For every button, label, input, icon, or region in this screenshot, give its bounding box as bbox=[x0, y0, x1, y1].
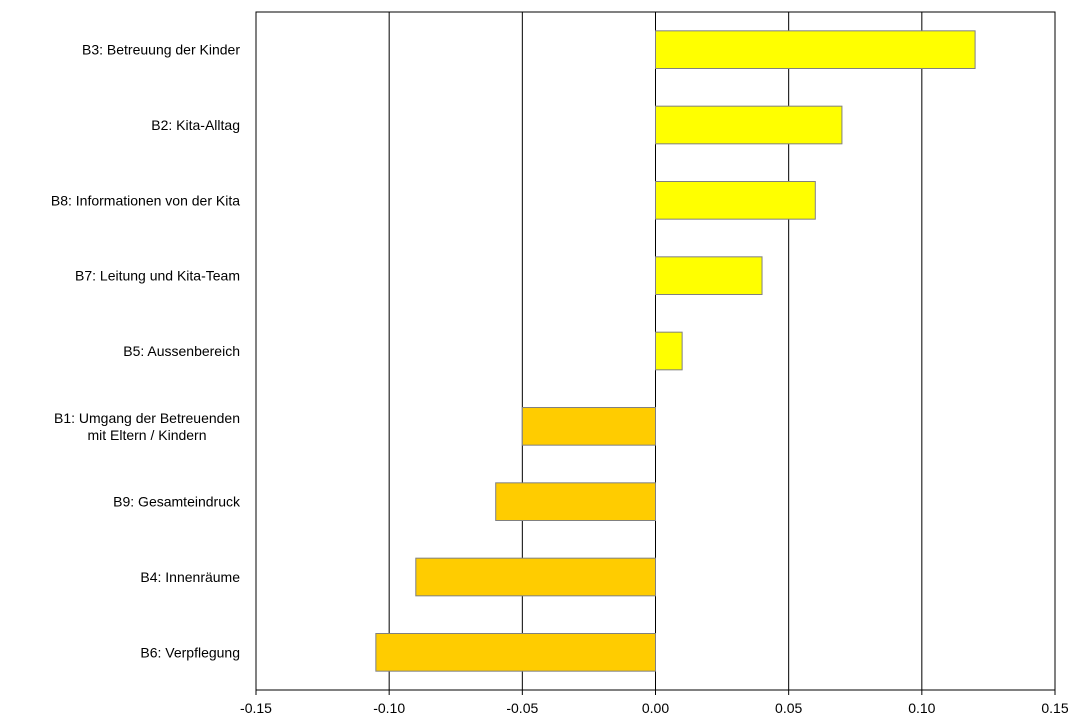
bar-b4 bbox=[415, 557, 656, 597]
bar-b5 bbox=[655, 331, 683, 371]
x-tick-label: -0.05 bbox=[506, 700, 538, 716]
x-axis-ticks: -0.15 -0.10 -0.05 0.00 0.05 0.10 0.15 bbox=[240, 690, 1069, 716]
x-tick-label: 0.15 bbox=[1041, 700, 1068, 716]
x-tick-label: 0.10 bbox=[908, 700, 935, 716]
category-label-b8: B8: Informationen von der Kita bbox=[51, 192, 240, 208]
x-tick-label: 0.00 bbox=[642, 700, 669, 716]
category-label-b2: B2: Kita-Alltag bbox=[151, 117, 240, 133]
bars bbox=[375, 30, 976, 672]
category-label-b9: B9: Gesamteindruck bbox=[113, 494, 241, 510]
bar-b9 bbox=[495, 482, 657, 522]
category-label-b7: B7: Leitung und Kita-Team bbox=[75, 268, 240, 284]
category-label-b1: B1: Umgang der Betreuenden mit Eltern / K… bbox=[54, 410, 240, 443]
bar-b2 bbox=[655, 105, 843, 145]
x-tick-label: -0.15 bbox=[240, 700, 272, 716]
x-tick-label: -0.10 bbox=[373, 700, 405, 716]
bar-b6 bbox=[375, 633, 656, 672]
category-label-b6: B6: Verpflegung bbox=[140, 644, 240, 660]
bar-b7 bbox=[655, 256, 763, 296]
bar-b3 bbox=[655, 30, 976, 70]
bar-b8 bbox=[655, 181, 816, 220]
category-labels: B3: Betreuung der Kinder B2: Kita-Alltag B… bbox=[51, 42, 241, 661]
bar-b1 bbox=[521, 407, 656, 446]
x-tick-label: 0.05 bbox=[775, 700, 802, 716]
category-label-b3: B3: Betreuung der Kinder bbox=[82, 42, 240, 58]
category-label-b5: B5: Aussenbereich bbox=[123, 343, 240, 359]
category-label-b4: B4: Innenräume bbox=[140, 569, 240, 585]
